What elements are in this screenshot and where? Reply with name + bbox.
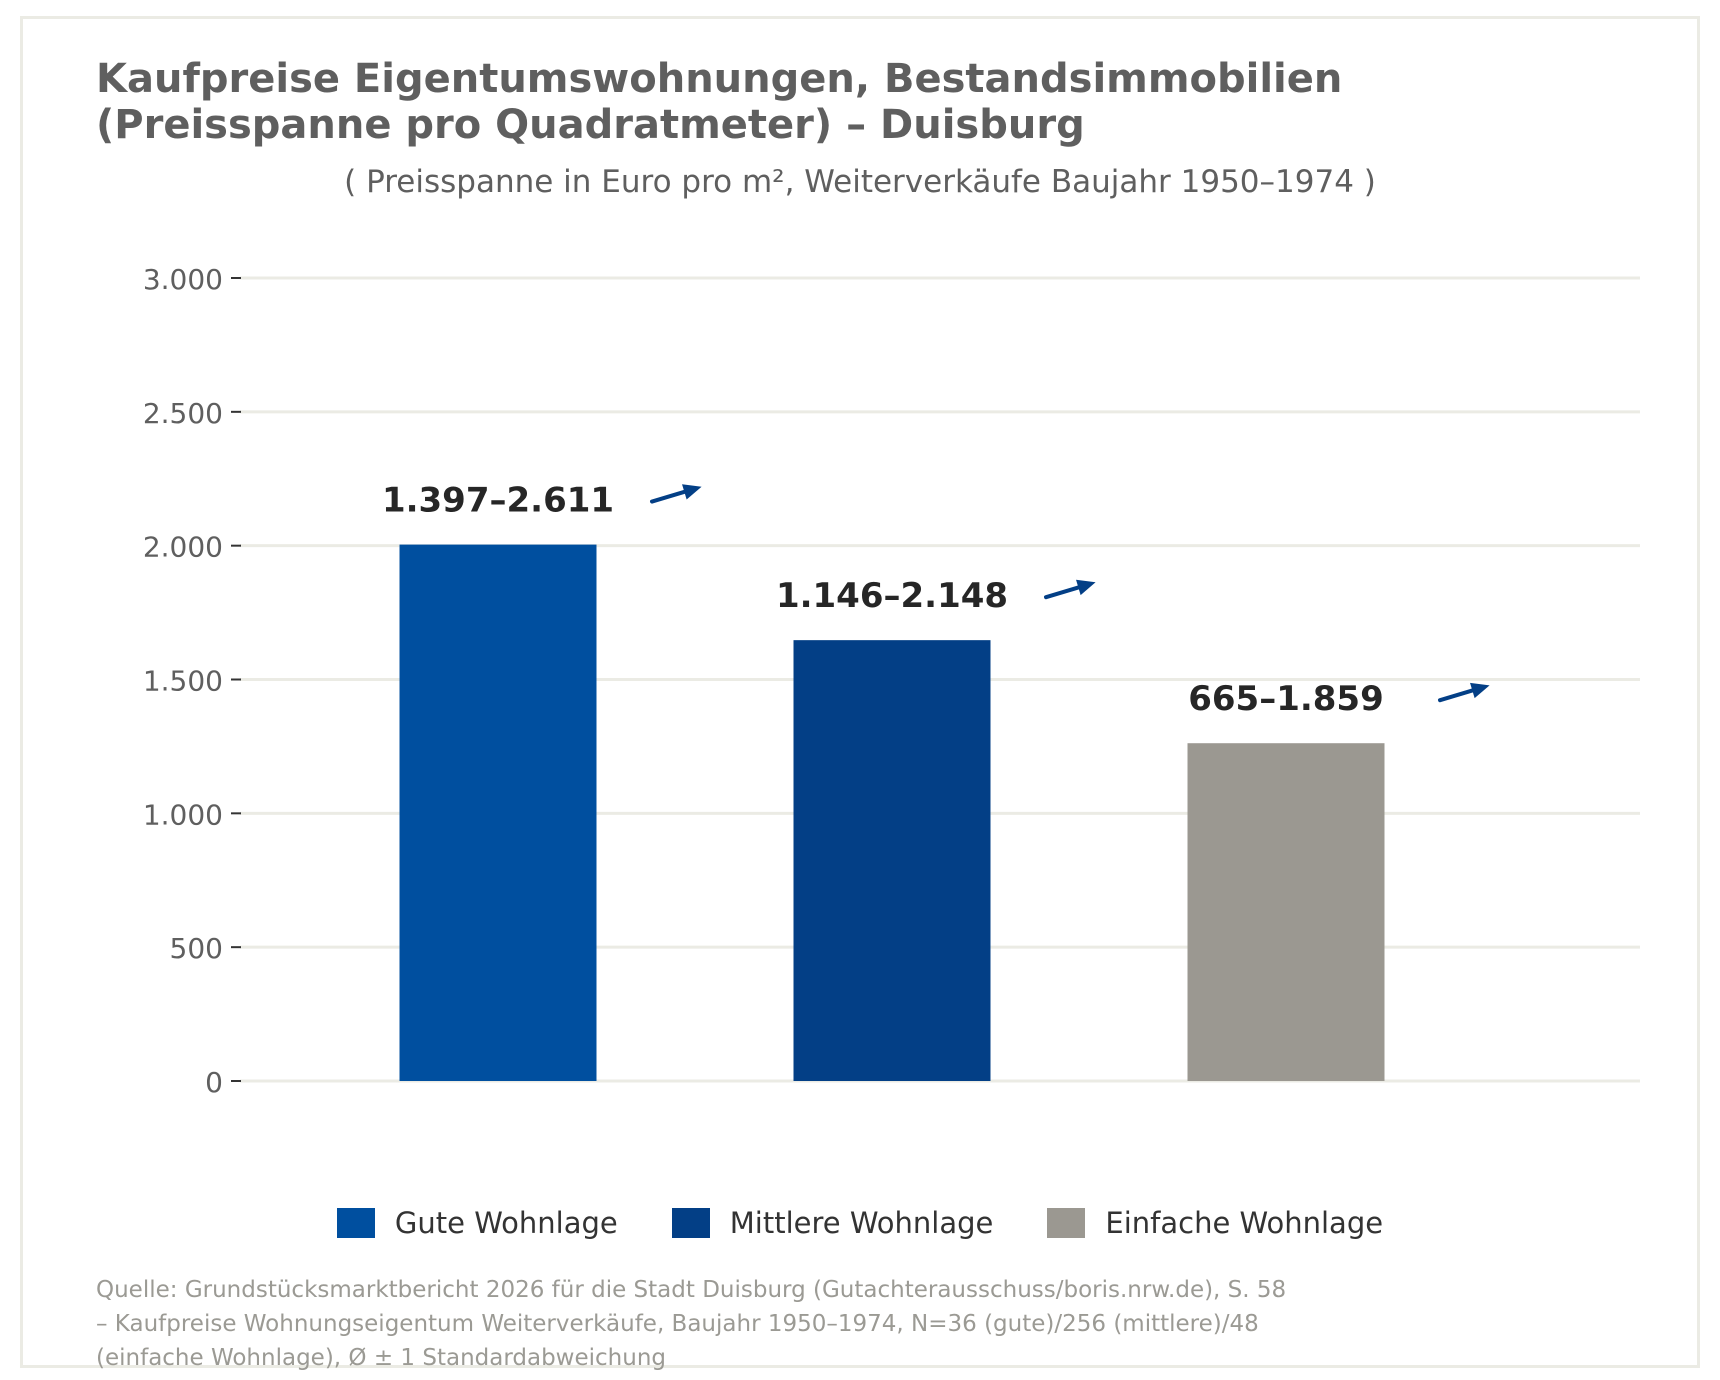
legend-item-mittlere: Mittlere Wohnlage: [671, 1206, 994, 1240]
source-line-2: – Kaufpreise Wohnungseigentum Weiterverk…: [96, 1311, 1259, 1337]
y-tick-label: 500: [170, 932, 223, 965]
source-line-1: Quelle: Grundstücksmarktbericht 2026 für…: [96, 1277, 1287, 1303]
chart-legend: Gute Wohnlage Mittlere Wohnlage Einfache…: [0, 1206, 1720, 1240]
chart-title-line-1: Kaufpreise Eigentumswohnungen, Bestandsi…: [96, 56, 1343, 102]
y-tick-label: 3.000: [143, 263, 223, 296]
y-tick-label: 2.500: [143, 397, 223, 430]
bar-mittlere: [793, 640, 991, 1081]
bar-gute: [399, 544, 597, 1081]
y-tick-label: 0: [205, 1066, 223, 1099]
y-tick-label: 1.500: [143, 665, 223, 698]
source-line-3: (einfache Wohnlage), Ø ± 1 Standardabwei…: [96, 1345, 667, 1371]
arrow-icon-head: [682, 484, 702, 500]
range-label: 1.146–2.148: [776, 576, 1008, 616]
y-tick-label: 1.000: [143, 798, 223, 831]
bar-einfache: [1187, 743, 1385, 1081]
range-label: 1.397–2.611: [382, 481, 614, 521]
legend-label-gute: Gute Wohnlage: [394, 1206, 618, 1240]
range-label: 665–1.859: [1188, 679, 1384, 719]
arrow-icon-head: [1470, 682, 1490, 699]
chart-title: Kaufpreise Eigentumswohnungen, Bestandsi…: [96, 56, 1596, 148]
source-note: Quelle: Grundstücksmarktbericht 2026 für…: [96, 1273, 1416, 1375]
legend-label-einfache: Einfache Wohnlage: [1105, 1206, 1384, 1240]
legend-label-mittlere: Mittlere Wohnlage: [729, 1206, 994, 1240]
legend-swatch-gute: [336, 1208, 375, 1238]
legend-swatch-einfache: [1047, 1208, 1086, 1238]
chart-title-line-2: (Preisspanne pro Quadratmeter) – Duisbur…: [96, 102, 1085, 148]
arrow-icon-head: [1076, 579, 1096, 596]
chart-subtitle: ( Preisspanne in Euro pro m², Weiterverk…: [344, 164, 1376, 200]
y-tick-label: 2.000: [143, 531, 223, 564]
legend-swatch-mittlere: [671, 1208, 710, 1238]
legend-item-einfache: Einfache Wohnlage: [1047, 1206, 1383, 1240]
legend-item-gute: Gute Wohnlage: [336, 1206, 618, 1240]
